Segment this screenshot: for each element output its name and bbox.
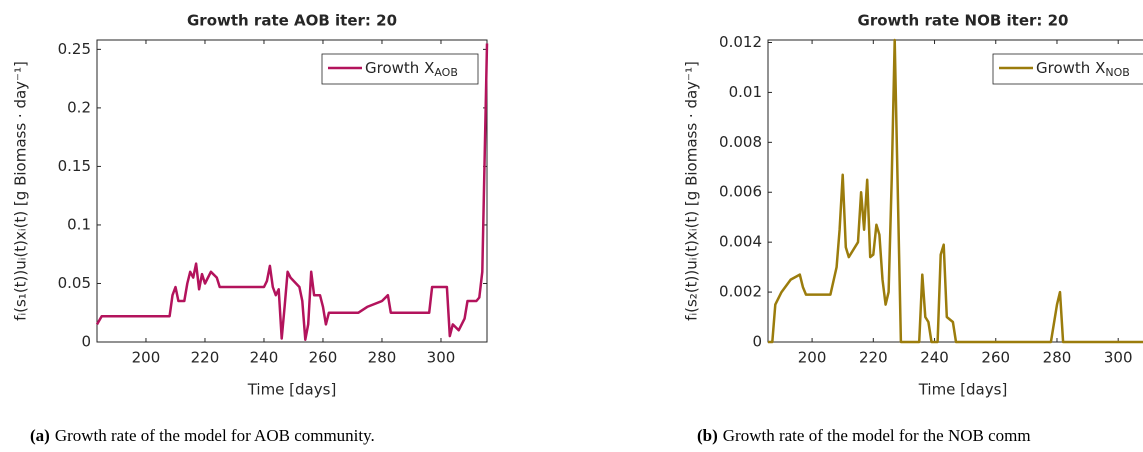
x-tick-label: 300 (1104, 349, 1133, 367)
legend-subscript: AOB (434, 66, 458, 79)
legend-name: Growth X (365, 59, 434, 77)
chart-title: Growth rate NOB iter: 20 (858, 12, 1069, 30)
legend-label: Growth XNOB (1036, 59, 1130, 80)
caption-label: (a) (30, 426, 50, 445)
plot-area (96, 39, 488, 343)
caption: (a) Growth rate of the model for AOB comm… (30, 426, 375, 445)
x-axis-label: Time [days] (918, 381, 1008, 399)
x-tick-label: 240 (920, 349, 949, 367)
chart-title: Growth rate AOB iter: 20 (187, 12, 397, 30)
x-tick-label: 200 (132, 349, 161, 367)
y-axis-label: fᵢ(s₂(t))uᵢ(t)xᵢ(t) [g Biomass · day⁻¹] (683, 61, 701, 321)
y-tick-label: 0.25 (58, 40, 91, 58)
x-tick-label: 220 (191, 349, 220, 367)
y-tick-label: 0 (752, 333, 762, 351)
legend-label: Growth XAOB (365, 59, 458, 80)
y-tick-label: 0.006 (719, 183, 762, 201)
x-tick-label: 280 (1043, 349, 1072, 367)
legend-subscript: NOB (1105, 66, 1129, 79)
data-line (95, 43, 489, 341)
y-tick-label: 0.2 (67, 98, 91, 116)
caption: (b) Growth rate of the model for the NOB … (697, 426, 1031, 445)
y-axis-label: fᵢ(s₁(t))uᵢ(t)xᵢ(t) [g Biomass · day⁻¹] (12, 61, 30, 321)
x-tick-label: 260 (309, 349, 338, 367)
caption-text: Growth rate of the model for the NOB com… (723, 426, 1031, 445)
y-tick-label: 0 (81, 333, 91, 351)
y-tick-label: 0.15 (58, 157, 91, 175)
y-tick-label: 0.05 (58, 274, 91, 292)
y-tick-label: 0.012 (719, 33, 762, 51)
x-tick-label: 200 (798, 349, 827, 367)
x-tick-label: 300 (427, 349, 456, 367)
plot-area (767, 39, 1143, 343)
x-tick-label: 220 (859, 349, 888, 367)
y-tick-label: 0.002 (719, 283, 762, 301)
data-line (768, 38, 1143, 344)
x-tick-label: 260 (981, 349, 1010, 367)
x-tick-label: 280 (368, 349, 397, 367)
caption-text: Growth rate of the model for AOB communi… (55, 426, 375, 445)
y-tick-label: 0.004 (719, 233, 762, 251)
x-tick-label: 240 (250, 349, 279, 367)
caption-label: (b) (697, 426, 718, 445)
y-tick-label: 0.1 (67, 215, 91, 233)
y-tick-label: 0.01 (729, 83, 762, 101)
y-tick-label: 0.008 (719, 133, 762, 151)
x-axis-label: Time [days] (247, 381, 337, 399)
legend-name: Growth X (1036, 59, 1105, 77)
